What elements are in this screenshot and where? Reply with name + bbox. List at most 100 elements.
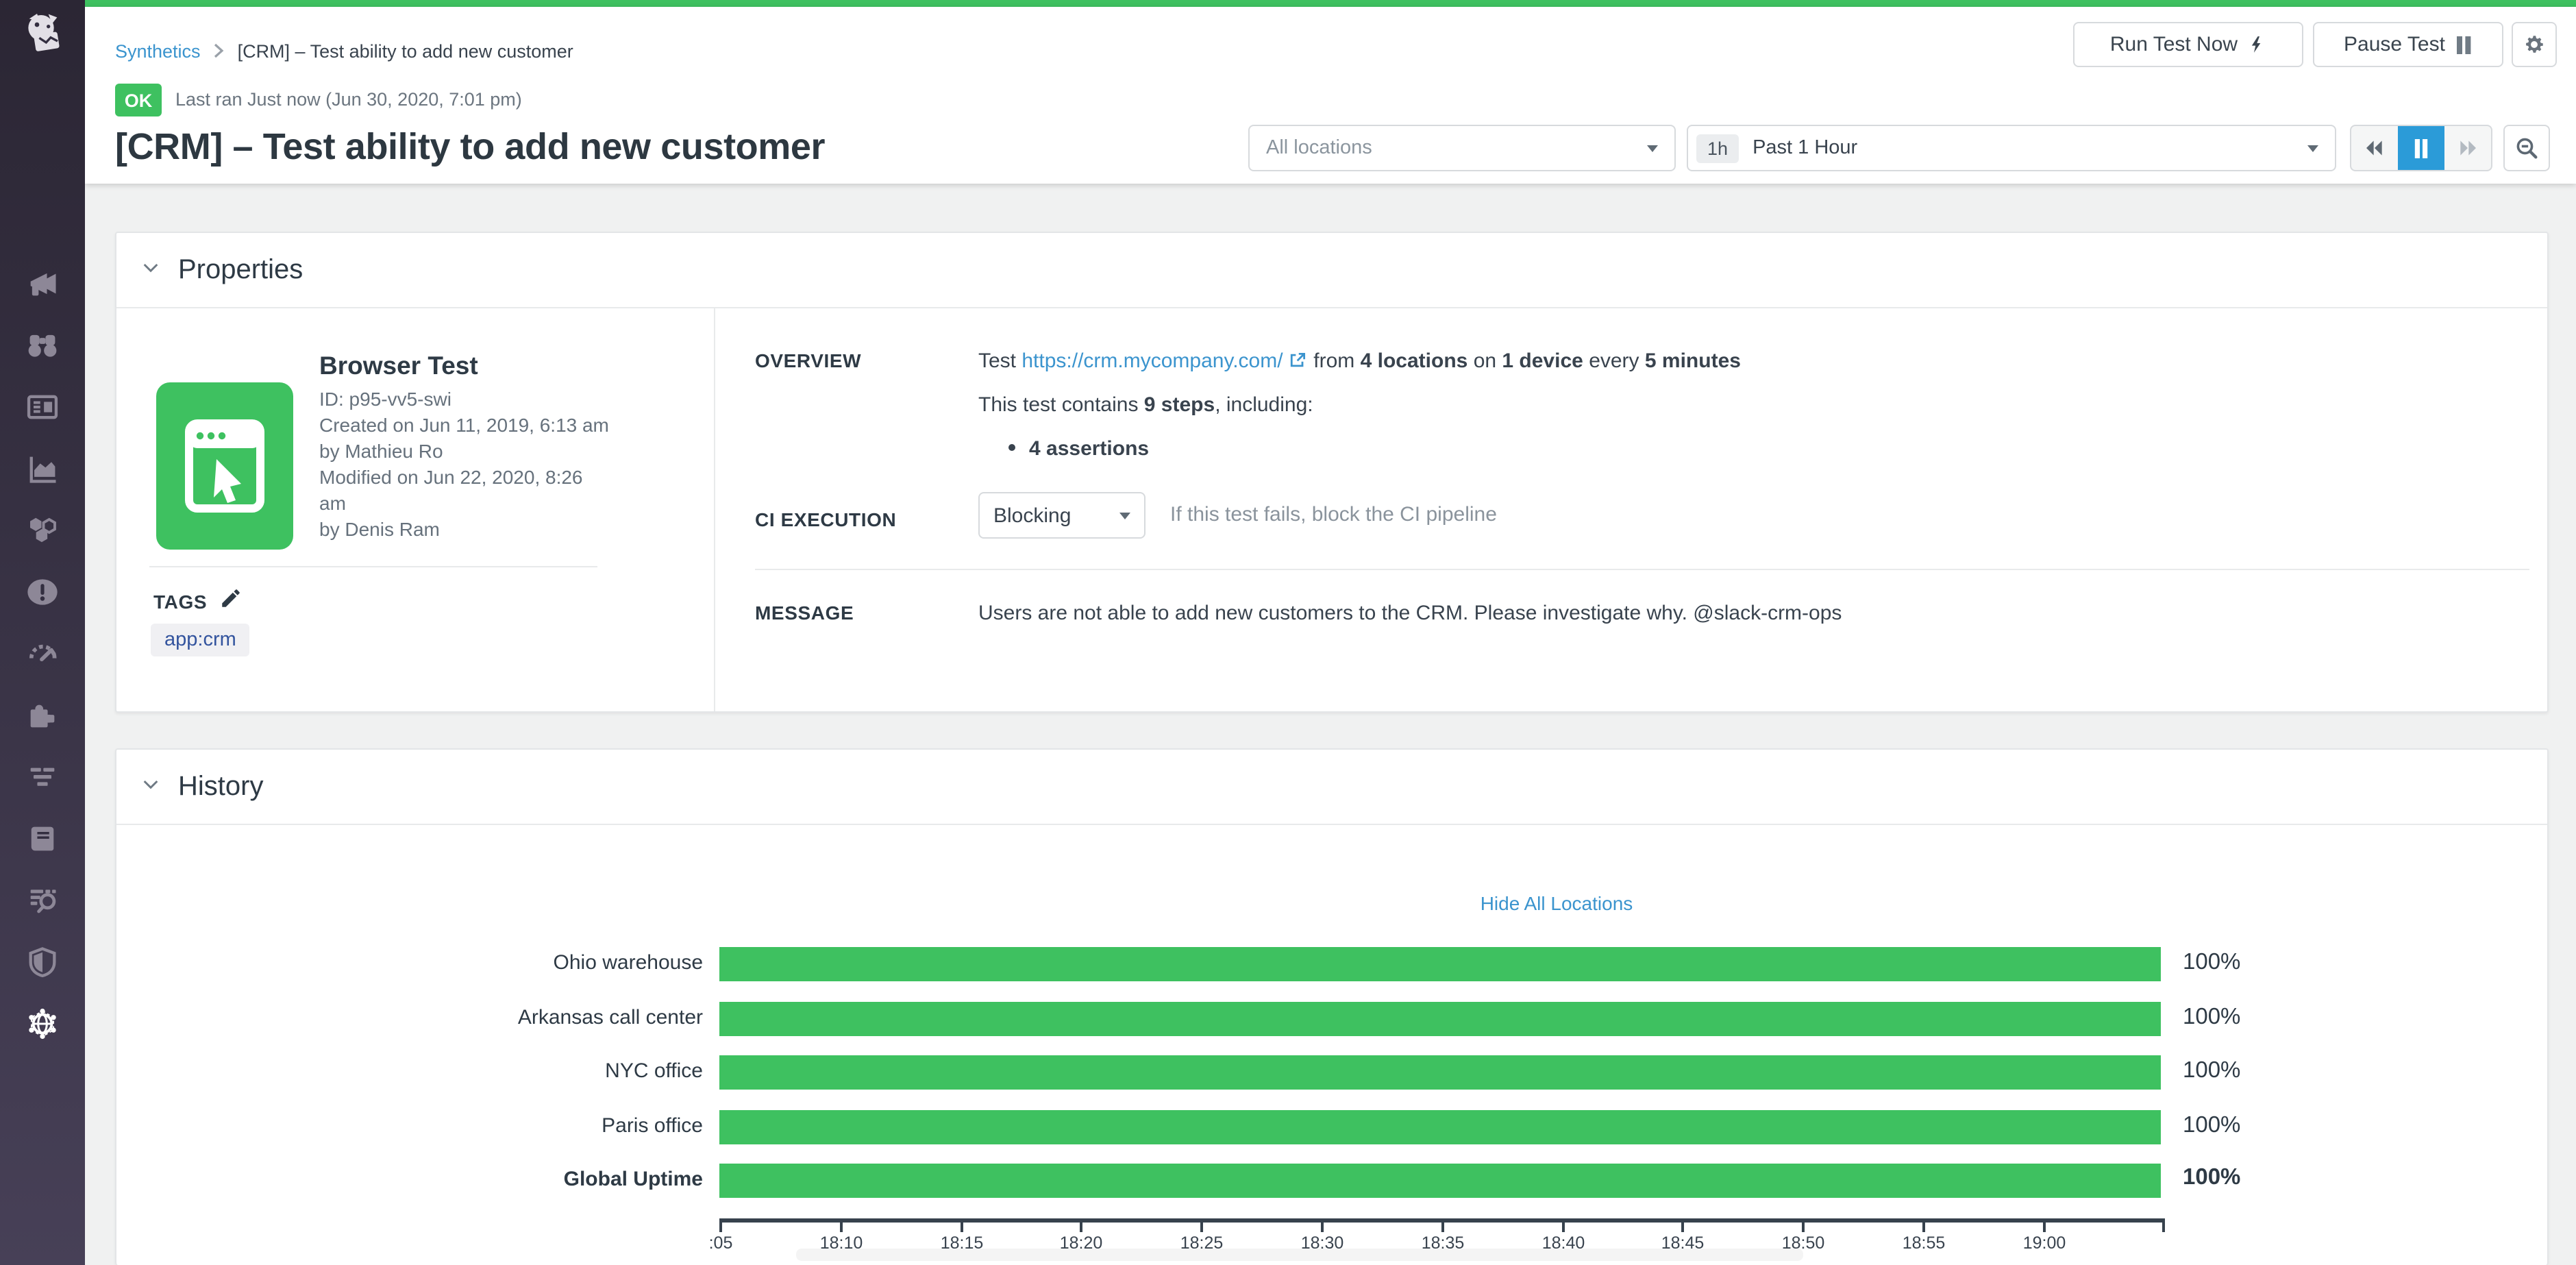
test-url-link[interactable]: https://crm.mycompany.com/ xyxy=(1021,349,1283,373)
bar-label: Paris office xyxy=(602,1114,703,1138)
test-meta: ID: p95-vv5-swi Created on Jun 11, 2019,… xyxy=(319,386,610,543)
x-axis-line xyxy=(719,1218,2165,1223)
breadcrumb-synthetics-link[interactable]: Synthetics xyxy=(115,40,201,61)
overview-prefix: Test xyxy=(978,349,1017,373)
overview-device: 1 device xyxy=(1502,349,1583,373)
divider xyxy=(755,569,2529,570)
bar-value: 100% xyxy=(2183,950,2241,974)
horizontal-scrollbar-thumb[interactable] xyxy=(796,1249,1803,1261)
locations-select[interactable]: All locations xyxy=(1248,125,1676,171)
uptime-bar-nyc-office[interactable] xyxy=(719,1055,2161,1090)
sidebar-item-metrics-chart-icon[interactable] xyxy=(25,451,60,487)
browser-test-icon xyxy=(156,382,293,550)
sidebar-item-megaphone-icon[interactable] xyxy=(25,266,60,302)
overview-locations: 4 locations xyxy=(1360,349,1468,373)
overview-assertions: 4 assertions xyxy=(1029,437,1150,460)
datadog-logo[interactable] xyxy=(15,7,70,64)
rewind-button[interactable] xyxy=(2351,126,2398,170)
top-accent-bar xyxy=(85,0,2576,7)
axis-tick xyxy=(2162,1223,2165,1232)
sidebar-item-dashboards-icon[interactable] xyxy=(25,389,60,425)
axis-tick xyxy=(1200,1223,1203,1232)
bar-value: 100% xyxy=(2183,1113,2241,1138)
lightning-bolt-icon xyxy=(2251,36,2261,53)
sidebar-item-log-explorer-search-icon[interactable] xyxy=(25,883,60,918)
breadcrumb-chevron-icon xyxy=(213,42,225,59)
tag-chip[interactable]: app:crm xyxy=(151,624,250,656)
overview-label: OVERVIEW xyxy=(755,349,862,371)
pause-live-button[interactable] xyxy=(2398,126,2444,170)
last-ran-text: Last ran Just now (Jun 30, 2020, 7:01 pm… xyxy=(175,89,522,110)
sidebar-item-monitors-alert-icon[interactable] xyxy=(25,574,60,610)
ci-execution-select[interactable]: Blocking xyxy=(978,492,1145,539)
axis-tick xyxy=(2043,1223,2046,1232)
test-type-title: Browser Test xyxy=(319,351,478,380)
axis-tick xyxy=(1562,1223,1565,1232)
zoom-out-icon xyxy=(2516,138,2538,159)
sidebar-item-infrastructure-hexagons-icon[interactable] xyxy=(25,513,60,548)
rewind-icon xyxy=(2366,140,2382,156)
bar-label: Arkansas call center xyxy=(517,1006,703,1029)
test-modified-by: by Denis Ram xyxy=(319,518,440,540)
sidebar-item-traces-spans-icon[interactable] xyxy=(25,759,60,795)
properties-section-header[interactable]: Properties xyxy=(116,233,2547,307)
hide-all-locations-link[interactable]: Hide All Locations xyxy=(1480,892,1633,914)
uptime-bar-paris-office[interactable] xyxy=(719,1110,2161,1144)
axis-tick xyxy=(1802,1223,1805,1232)
axis-tick-label: :05 xyxy=(708,1233,733,1253)
message-label: MESSAGE xyxy=(755,602,854,624)
edit-tags-pencil-icon[interactable] xyxy=(219,587,243,610)
run-test-now-button[interactable]: Run Test Now xyxy=(2073,22,2303,67)
axis-tick-label: 18:55 xyxy=(1902,1233,1946,1253)
sidebar-item-synthetics-network-globe-icon[interactable] xyxy=(25,1006,60,1042)
timeframe-select[interactable]: 1h Past 1 Hour xyxy=(1687,125,2336,171)
external-link-icon[interactable] xyxy=(1289,351,1308,370)
overview-line2: This test contains 9 steps, including: xyxy=(978,391,1313,421)
status-badge: OK xyxy=(115,84,162,116)
sidebar xyxy=(0,0,85,1265)
breadcrumb: Synthetics [CRM] – Test ability to add n… xyxy=(115,38,573,63)
divider xyxy=(116,307,2547,308)
bar-value: 100% xyxy=(2183,1005,2241,1029)
overview-from: from xyxy=(1313,349,1355,373)
uptime-bar-global-uptime[interactable] xyxy=(719,1164,2161,1198)
uptime-bar-arkansas-call-center[interactable] xyxy=(719,1002,2161,1036)
settings-button[interactable] xyxy=(2512,22,2557,67)
timeframe-badge: 1h xyxy=(1696,134,1739,162)
bar-value: 100% xyxy=(2183,1058,2241,1083)
axis-tick xyxy=(719,1223,722,1232)
divider xyxy=(116,824,2547,825)
pause-icon xyxy=(2457,36,2472,53)
zoom-out-button[interactable] xyxy=(2503,125,2550,171)
sidebar-item-security-shield-icon[interactable] xyxy=(25,944,60,980)
ci-execution-help: If this test fails, block the CI pipelin… xyxy=(1170,503,1497,526)
sidebar-item-notebook-icon[interactable] xyxy=(25,821,60,857)
overview-frequency: 5 minutes xyxy=(1644,349,1741,373)
fast-forward-icon xyxy=(2460,140,2476,156)
overview-line1: Test https://crm.mycompany.com/ from 4 l… xyxy=(978,347,1741,377)
axis-tick xyxy=(1321,1223,1324,1232)
properties-card: Properties Browser Test ID: p95-vv5-swi … xyxy=(115,232,2549,713)
overview-line2-prefix: This test contains xyxy=(978,393,1139,417)
fast-forward-button[interactable] xyxy=(2444,126,2491,170)
axis-tick-label: 19:00 xyxy=(2022,1233,2066,1253)
chevron-down-icon xyxy=(1647,145,1658,151)
bar-label-global-uptime: Global Uptime xyxy=(563,1168,703,1191)
pause-test-label: Pause Test xyxy=(2344,33,2445,56)
uptime-bar-ohio-warehouse[interactable] xyxy=(719,947,2161,981)
sidebar-item-binoculars-icon[interactable] xyxy=(25,328,60,363)
pause-test-button[interactable]: Pause Test xyxy=(2313,22,2503,67)
timeframe-value: Past 1 Hour xyxy=(1753,137,1858,159)
history-card: History Hide All Locations Ohio warehous… xyxy=(115,748,2549,1265)
chevron-down-icon xyxy=(1119,512,1130,519)
axis-tick xyxy=(1922,1223,1925,1232)
locations-select-value: All locations xyxy=(1266,137,1372,159)
page-title: [CRM] – Test ability to add new customer xyxy=(115,126,826,167)
sidebar-item-integrations-puzzle-icon[interactable] xyxy=(25,698,60,733)
bar-value-global-uptime: 100% xyxy=(2183,1165,2241,1190)
chevron-down-icon xyxy=(140,772,162,801)
overview-bullet: 4 assertions xyxy=(1008,434,1149,465)
tags-label: TAGS xyxy=(153,591,208,613)
history-section-header[interactable]: History xyxy=(116,750,2547,824)
sidebar-item-apm-gauge-icon[interactable] xyxy=(25,636,60,672)
